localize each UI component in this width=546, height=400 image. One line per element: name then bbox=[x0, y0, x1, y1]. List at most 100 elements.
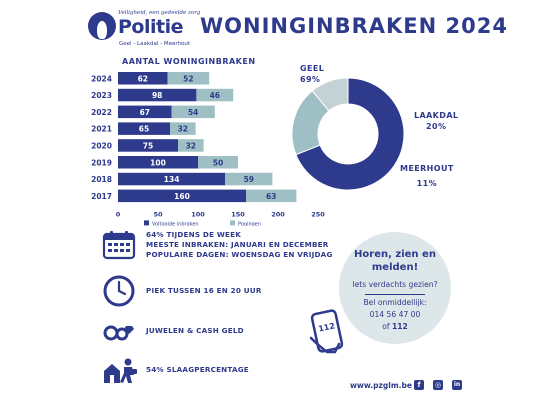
bar-value-label: 54 bbox=[188, 108, 198, 117]
bar-value-label: 98 bbox=[152, 91, 162, 100]
phone-icon-number: 112 bbox=[318, 321, 336, 333]
logo-zone: Geel - Laakdal - Meerhout bbox=[119, 41, 191, 47]
legend-label: Pogingen bbox=[238, 221, 261, 226]
bar-attempts bbox=[225, 172, 273, 186]
donut-slice-meerhout bbox=[311, 77, 349, 112]
facebook-icon[interactable]: f bbox=[414, 380, 424, 390]
flame-logo-icon bbox=[88, 12, 116, 40]
callout-title: Horen, zien en melden! bbox=[339, 248, 451, 274]
bar-completed bbox=[118, 172, 226, 186]
linkedin-icon[interactable]: in bbox=[452, 380, 462, 390]
bar-value-label: 134 bbox=[164, 175, 180, 184]
bar-completed bbox=[118, 139, 178, 152]
bar-chart: 2024 62 52 2023 98 46 2022 67 54 2021 65 32 2020 75 32… bbox=[91, 72, 325, 226]
x-tick-label: 50 bbox=[153, 210, 163, 218]
bar-attempts bbox=[167, 72, 210, 85]
y-tick-label: 2017 bbox=[91, 192, 112, 201]
x-tick-label: 150 bbox=[231, 210, 245, 218]
callout-title-line-2: melden! bbox=[371, 262, 419, 273]
x-tick-label: 250 bbox=[311, 210, 325, 218]
bar-completed bbox=[118, 88, 197, 102]
callout-or: of bbox=[382, 322, 390, 331]
info-row-week: 64% TIJDENS DE WEEK MEESTE INBRAKEN: JAN… bbox=[102, 230, 333, 260]
x-tick-label: 200 bbox=[271, 210, 285, 218]
info-peak-text: PIEK TUSSEN 16 EN 20 UUR bbox=[146, 286, 262, 295]
bar-attempts bbox=[171, 105, 215, 119]
bar-value-label: 65 bbox=[139, 125, 149, 134]
bar-value-label: 32 bbox=[186, 141, 196, 150]
bar-value-label: 63 bbox=[266, 192, 276, 201]
callout-emergency-number: 112 bbox=[391, 322, 408, 331]
donut-chart bbox=[291, 77, 405, 191]
bar-value-label: 46 bbox=[210, 91, 220, 100]
y-tick-label: 2019 bbox=[91, 158, 112, 167]
donut-label-geel-pct: 69% bbox=[300, 75, 321, 84]
page-title: WONINGINBRAKEN 2024 bbox=[200, 14, 508, 38]
info-row-loot: JUWELEN & CASH GELD bbox=[102, 320, 244, 342]
calendar-icon bbox=[102, 231, 136, 260]
y-tick-label: 2020 bbox=[91, 141, 112, 150]
donut-label-geel-name: GEEL bbox=[300, 64, 325, 73]
bar-completed bbox=[118, 72, 168, 85]
bar-value-label: 75 bbox=[143, 141, 153, 150]
donut-label-meerhout-pct: 11% bbox=[416, 179, 438, 188]
bar-value-label: 67 bbox=[140, 108, 150, 117]
callout-question: Iets verdachts gezien? bbox=[352, 280, 438, 289]
bar-completed bbox=[118, 122, 170, 135]
donut-label-laakdal-name: LAAKDAL bbox=[414, 111, 459, 120]
bar-value-label: 100 bbox=[150, 158, 166, 167]
info-week-line-2: MEESTE INBRAKEN: JANUARI EN DECEMBER bbox=[146, 240, 329, 249]
bar-completed bbox=[118, 189, 246, 203]
legend-swatch bbox=[144, 220, 149, 226]
report-callout: Horen, zien en melden! Iets verdachts ge… bbox=[339, 232, 451, 344]
logo-tagline: Veiligheid, een gedeelde zorg bbox=[118, 10, 201, 16]
burglar-icon bbox=[104, 358, 137, 383]
x-tick-label: 100 bbox=[191, 210, 205, 218]
bar-value-label: 52 bbox=[183, 74, 193, 83]
bar-completed bbox=[118, 105, 172, 119]
jewelry-icon bbox=[103, 325, 134, 341]
callout-call: Bel onmiddellijk: bbox=[363, 298, 427, 307]
y-tick-label: 2023 bbox=[91, 91, 112, 100]
donut-label-meerhout: MEERHOUT 11% bbox=[400, 163, 454, 189]
clock-icon bbox=[103, 275, 135, 307]
website-link[interactable]: www.pzglm.be bbox=[350, 381, 412, 390]
info-week-line-1: 64% TIJDENS DE WEEK bbox=[146, 230, 242, 239]
donut-slice-geel bbox=[295, 77, 405, 191]
bar-attempts bbox=[198, 156, 238, 169]
instagram-icon[interactable]: ◎ bbox=[433, 380, 443, 390]
phone-icon: 112 bbox=[309, 309, 344, 354]
donut-label-laakdal-pct: 20% bbox=[426, 122, 447, 131]
bar-attempts bbox=[196, 88, 234, 102]
legend-label: Voltooide inbraken bbox=[152, 221, 199, 226]
legend-swatch bbox=[230, 220, 235, 226]
bar-attempts bbox=[178, 139, 204, 152]
donut-label-geel: GEEL 69% bbox=[300, 63, 324, 85]
x-tick-label: 0 bbox=[116, 210, 121, 218]
callout-phone: 014 56 47 00 bbox=[369, 310, 421, 319]
callout-title-line-1: Horen, zien en bbox=[354, 249, 436, 260]
y-tick-label: 2018 bbox=[91, 175, 112, 184]
info-week-text: 64% TIJDENS DE WEEK MEESTE INBRAKEN: JAN… bbox=[146, 230, 333, 260]
y-tick-label: 2024 bbox=[91, 74, 112, 83]
bar-value-label: 62 bbox=[138, 74, 148, 83]
bar-value-label: 59 bbox=[244, 175, 254, 184]
callout-divider bbox=[365, 294, 425, 295]
y-tick-label: 2021 bbox=[91, 125, 112, 134]
bar-value-label: 32 bbox=[178, 125, 188, 134]
bar-attempts bbox=[246, 189, 297, 203]
bar-chart-title: AANTAL WONINGINBRAKEN bbox=[122, 57, 256, 66]
callout-emergency: of 112 bbox=[339, 322, 451, 331]
info-row-success: 54% SLAAGPERCENTAGE bbox=[102, 355, 249, 385]
y-tick-label: 2022 bbox=[91, 108, 112, 117]
bar-value-label: 50 bbox=[213, 158, 223, 167]
politie-logo: Veiligheid, een gedeelde zorg Politie Ge… bbox=[88, 8, 200, 52]
info-success-text: 54% SLAAGPERCENTAGE bbox=[146, 365, 249, 374]
bar-value-label: 160 bbox=[174, 192, 190, 201]
info-row-peak: PIEK TUSSEN 16 EN 20 UUR bbox=[102, 274, 262, 308]
donut-label-laakdal: LAAKDAL 20% bbox=[414, 110, 458, 132]
logo-wordmark: Politie bbox=[118, 16, 184, 38]
bar-completed bbox=[118, 156, 198, 169]
info-loot-text: JUWELEN & CASH GELD bbox=[146, 326, 244, 335]
donut-label-meerhout-name: MEERHOUT bbox=[400, 164, 454, 173]
